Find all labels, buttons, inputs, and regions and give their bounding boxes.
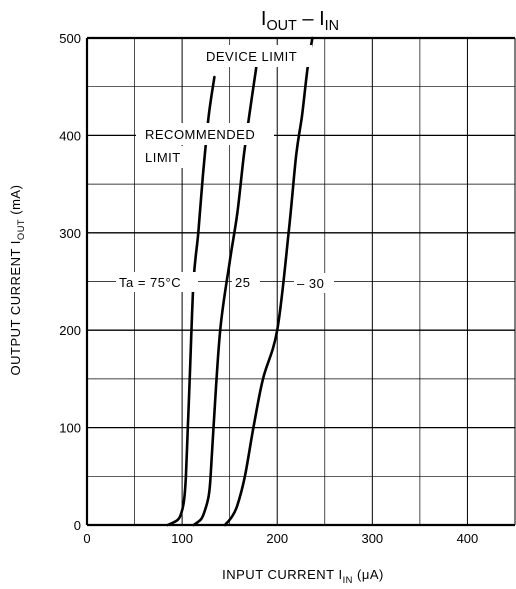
series-25-line [192, 65, 258, 527]
y-tick-label: 400 [59, 128, 81, 143]
labels: DEVICE LIMIT RECOMMENDED LIMIT Ta = 75°C 25 –… [119, 49, 324, 291]
x-tick-label: 200 [266, 531, 288, 546]
series-25-label: 25 [235, 275, 250, 290]
device-limit-label: DEVICE LIMIT [206, 49, 297, 64]
series-75c-label: Ta = 75°C [119, 275, 181, 290]
chart-title: IOUT – IIN [261, 8, 339, 34]
y-tick-label: 500 [59, 31, 81, 46]
x-tick-label: 0 [83, 531, 90, 546]
recommended-label-bg [136, 123, 274, 145]
series-75c-line [166, 75, 216, 527]
series-25-label-bg [232, 272, 260, 292]
y-axis-label: OUTPUT CURRENT IOUT (mA) [8, 185, 26, 376]
grid [87, 38, 516, 525]
limit-label-bg [136, 146, 188, 168]
x-tick-label: 400 [457, 531, 479, 546]
x-tick-label: 300 [361, 531, 383, 546]
y-tick-label: 200 [59, 323, 81, 338]
y-tick-label: 0 [74, 518, 81, 533]
y-tick-label: 100 [59, 421, 81, 436]
series-minus30-label-bg [294, 273, 334, 293]
axes: 0 100 200 300 400 0 100 200 300 400 500 IOUT – IIN I… [8, 8, 515, 585]
series-75c-label-bg [116, 272, 198, 292]
series-minus30-label: – 30 [297, 276, 324, 291]
label-backgrounds [116, 45, 334, 293]
y-tick-label: 300 [59, 226, 81, 241]
recommended-limit-label-line2: LIMIT [145, 150, 181, 165]
recommended-limit-label: RECOMMENDED [145, 127, 255, 142]
x-tick-label: 100 [171, 531, 193, 546]
device-limit-label-bg [200, 45, 312, 67]
curves [166, 36, 314, 527]
series-minus30-line [223, 36, 314, 527]
x-axis-label: INPUT CURRENT IIN (μA) [222, 567, 384, 585]
